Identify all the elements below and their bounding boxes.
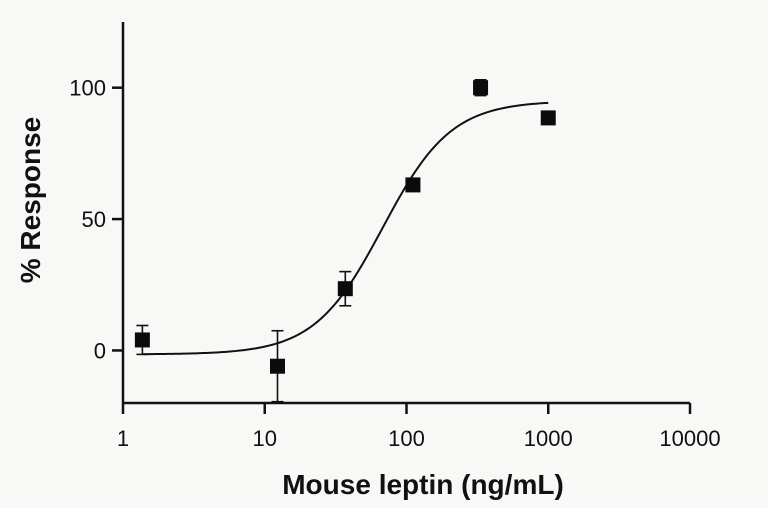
x-tick-label: 10 — [253, 426, 277, 451]
data-point — [405, 177, 421, 193]
x-axis-ticks: 1 10 100 1000 10000 — [117, 403, 721, 451]
data-point — [269, 358, 285, 374]
data-point — [540, 110, 556, 126]
data-points — [134, 80, 556, 374]
data-point — [337, 281, 353, 297]
x-tick-label: 1 — [117, 426, 129, 451]
y-tick-label: 0 — [94, 338, 106, 363]
data-point — [134, 332, 150, 348]
y-tick-label: 100 — [69, 76, 106, 101]
x-axis-title: Mouse leptin (ng/mL) — [282, 469, 564, 500]
axes — [121, 22, 690, 405]
x-tick-label: 100 — [388, 426, 425, 451]
data-point — [473, 80, 489, 96]
y-axis-ticks: 0 50 100 — [69, 76, 123, 363]
fit-curve — [142, 101, 549, 356]
y-tick-label: 50 — [82, 207, 106, 232]
x-tick-label: 10000 — [659, 426, 720, 451]
y-axis-title: % Response — [15, 117, 46, 284]
x-tick-label: 1000 — [524, 426, 573, 451]
